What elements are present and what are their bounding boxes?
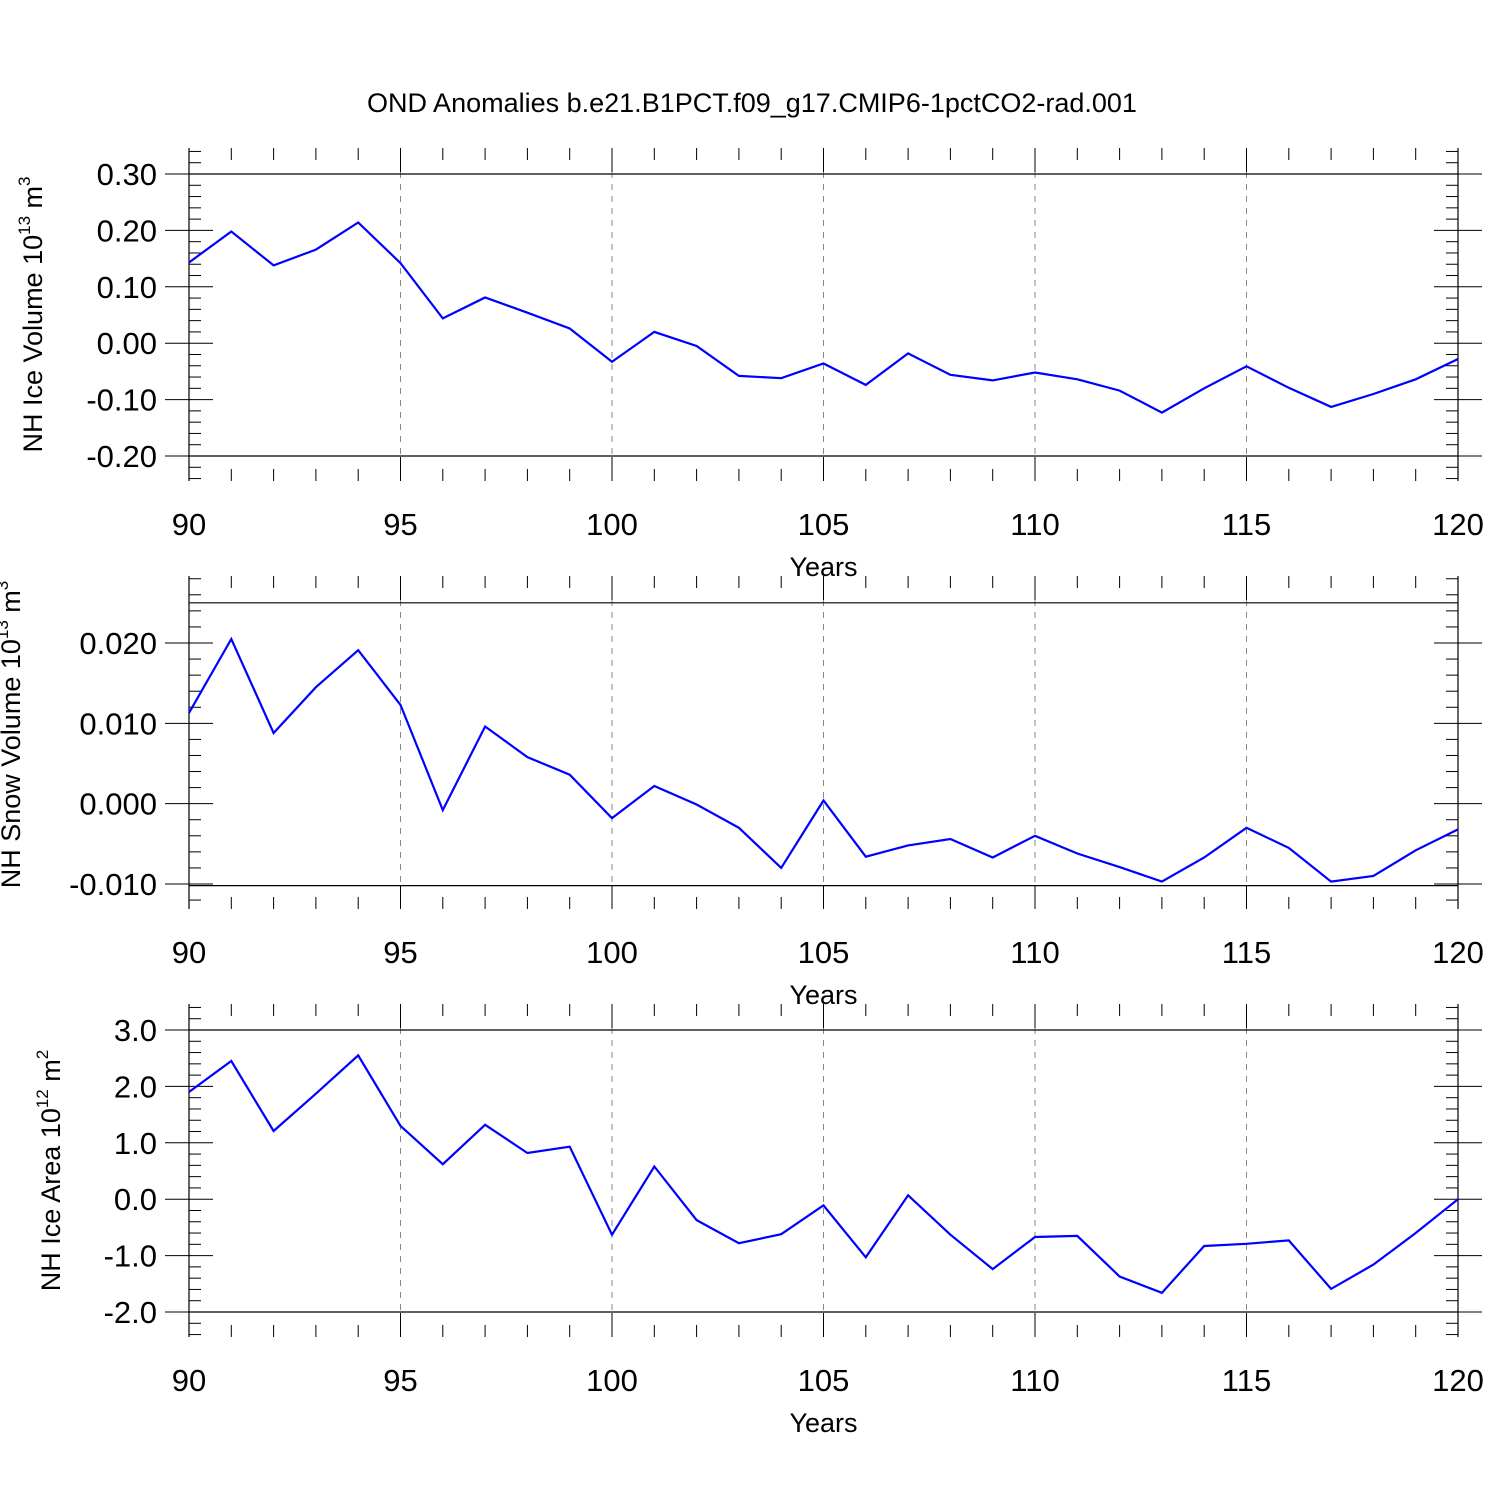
y-tick-label: 0.30 (97, 157, 157, 192)
y-tick-label: -1.0 (104, 1239, 157, 1274)
chart-title: OND Anomalies b.e21.B1PCT.f09_g17.CMIP6-… (367, 88, 1137, 118)
panel-1: -0.20 -0.10 0.00 0.10 0.20 0.30 90 95 100 105 110 1… (15, 148, 1484, 582)
y-axis-label: NH Ice Area 1012 m2 (33, 1050, 66, 1291)
panel-3: -2.0 -1.0 0.0 1.0 2.0 3.0 90 95 100 105 110 115 120 Y… (33, 1004, 1484, 1438)
panels: -0.20 -0.10 0.00 0.10 0.20 0.30 90 95 100 105 110 1… (0, 148, 1484, 1438)
y-axis-label: NH Snow Volume 1013 m3 (0, 581, 26, 889)
y-tick-label: 0.10 (97, 270, 157, 305)
x-tick-label: 120 (1432, 1363, 1484, 1398)
series-line (188, 1053, 1459, 1295)
series-line (188, 221, 1459, 414)
x-tick-label: 90 (172, 1363, 206, 1398)
y-tick-label: 0.000 (79, 787, 157, 822)
y-axis-label-unit: m (0, 590, 26, 620)
x-tick-label: 120 (1432, 935, 1484, 970)
y-tick-label: 0.0 (114, 1182, 157, 1217)
x-tick-label: 110 (1010, 1363, 1059, 1398)
y-tick-label: -0.20 (86, 439, 157, 474)
y-tick-label: 0.020 (79, 626, 157, 661)
y-axis-label-unit: m (18, 186, 48, 216)
y-tick-label: -0.010 (69, 867, 157, 902)
y-axis-label-exponent: 13 (0, 620, 12, 639)
panel-2: -0.010 0.000 0.010 0.020 90 95 100 105 110 115 120… (0, 576, 1484, 1010)
x-tick-label: 105 (798, 1363, 850, 1398)
y-axis-label-text: NH Ice Area 10 (36, 1108, 66, 1291)
x-tick-label: 105 (798, 935, 850, 970)
y-tick-label: 3.0 (114, 1013, 157, 1048)
x-tick-label: 95 (383, 935, 417, 970)
x-tick-label: 120 (1432, 507, 1484, 542)
y-axis-label-unit-exponent: 2 (33, 1050, 52, 1059)
x-tick-label: 100 (586, 1363, 638, 1398)
x-tick-label: 95 (383, 507, 417, 542)
x-axis-label: Years (789, 1408, 857, 1438)
y-axis-label-text: NH Snow Volume 10 (0, 639, 26, 888)
x-tick-label: 100 (586, 507, 638, 542)
y-tick-label: 1.0 (114, 1126, 157, 1161)
x-tick-label: 115 (1222, 935, 1271, 970)
y-tick-label: 0.20 (97, 213, 157, 248)
x-tick-label: 115 (1222, 1363, 1271, 1398)
x-tick-label: 105 (798, 507, 850, 542)
y-axis-label-unit-exponent: 3 (15, 177, 34, 186)
y-axis-label-text: NH Ice Volume 10 (18, 235, 48, 453)
x-tick-label: 95 (383, 1363, 417, 1398)
y-axis-label-unit: m (36, 1059, 66, 1089)
x-tick-label: 110 (1010, 935, 1059, 970)
y-tick-label: -0.10 (86, 383, 157, 418)
y-axis-label-unit-exponent: 3 (0, 581, 12, 590)
x-tick-label: 100 (586, 935, 638, 970)
y-axis-label-exponent: 13 (15, 216, 34, 235)
series-line (188, 636, 1459, 883)
x-tick-label: 90 (172, 935, 206, 970)
x-tick-label: 110 (1010, 507, 1059, 542)
y-axis-label-exponent: 12 (33, 1089, 52, 1108)
y-tick-label: 2.0 (114, 1069, 157, 1104)
y-axis-label: NH Ice Volume 1013 m3 (15, 177, 48, 453)
y-tick-label: 0.00 (97, 326, 157, 361)
y-tick-label: -2.0 (104, 1295, 157, 1330)
x-tick-label: 115 (1222, 507, 1271, 542)
x-tick-label: 90 (172, 507, 206, 542)
y-tick-label: 0.010 (79, 706, 157, 741)
